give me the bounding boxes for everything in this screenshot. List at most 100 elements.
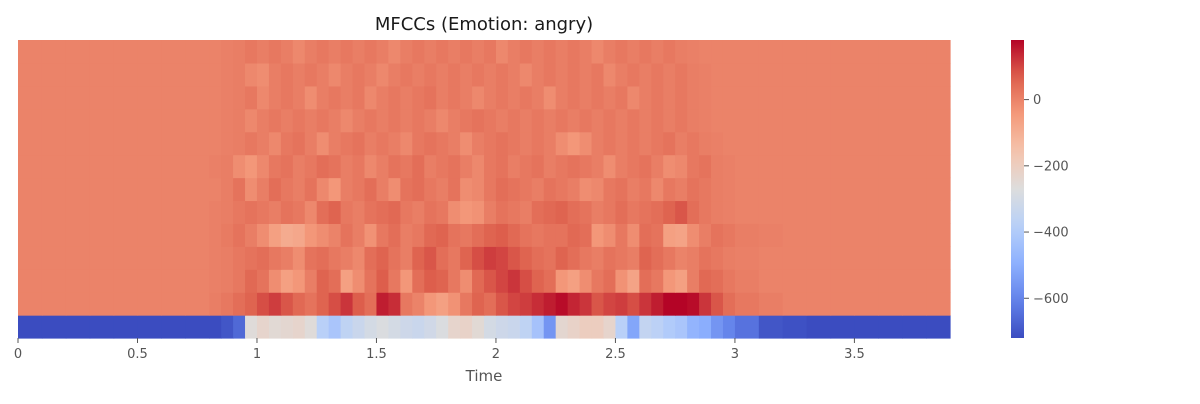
heatmap-cell <box>472 292 485 316</box>
heatmap-cell <box>340 200 354 224</box>
heatmap-cell <box>221 246 234 270</box>
heatmap-cell <box>352 269 366 293</box>
heatmap-cell <box>388 131 401 156</box>
heatmap-cell <box>675 292 688 316</box>
heatmap-cell <box>65 269 91 293</box>
heatmap-cell <box>543 108 557 133</box>
heatmap-cell <box>185 223 210 247</box>
heatmap-cell <box>412 62 425 87</box>
heatmap-cell <box>555 269 569 293</box>
heatmap-cell <box>376 292 390 316</box>
heatmap-cell <box>113 269 139 293</box>
heatmap-cell <box>722 246 736 270</box>
heatmap-cell <box>543 154 557 179</box>
heatmap-cell <box>711 62 724 87</box>
heatmap-cell <box>268 223 282 247</box>
heatmap-cell <box>758 246 784 270</box>
heatmap-cell <box>400 131 413 156</box>
heatmap-cell <box>280 200 294 224</box>
heatmap-cell <box>460 62 473 87</box>
heatmap-cell <box>567 62 581 87</box>
x-tick-label: 0 <box>14 347 22 362</box>
heatmap-cell <box>484 108 497 133</box>
heatmap-cell <box>507 131 521 156</box>
heatmap-cell <box>388 62 401 87</box>
heatmap-cell <box>699 62 712 87</box>
heatmap-cell <box>316 131 330 156</box>
heatmap-cell <box>495 154 509 179</box>
heatmap-cell <box>878 108 903 133</box>
heatmap-cell <box>531 200 545 224</box>
heatmap-cell <box>830 200 856 224</box>
heatmap-cell <box>531 223 545 247</box>
heatmap-cell <box>352 246 366 270</box>
heatmap-cell <box>555 200 569 224</box>
heatmap-cell <box>460 40 473 64</box>
heatmap-cell <box>460 154 473 179</box>
heatmap-cell <box>902 62 927 87</box>
heatmap-cell <box>531 131 545 156</box>
heatmap-cell <box>209 315 222 339</box>
heatmap-cell <box>161 200 186 224</box>
heatmap-cell <box>316 246 330 270</box>
heatmap-cell <box>758 292 784 316</box>
heatmap-cell <box>543 40 557 64</box>
heatmap-cell <box>161 40 186 64</box>
heatmap-cell <box>651 40 664 64</box>
heatmap-cell <box>41 269 67 293</box>
heatmap-cell <box>400 62 413 87</box>
heatmap-cell <box>758 154 784 179</box>
colorbar-tick-label: 0 <box>1033 93 1041 108</box>
heatmap-cell <box>495 246 509 270</box>
heatmap-cell <box>472 108 485 133</box>
heatmap-cell <box>316 154 330 179</box>
heatmap-cell <box>806 246 832 270</box>
heatmap-cell <box>711 40 724 64</box>
heatmap-cell <box>256 154 270 179</box>
heatmap-cell <box>41 108 67 133</box>
heatmap-cell <box>185 131 210 156</box>
heatmap-cell <box>782 85 808 110</box>
heatmap-cell <box>41 40 67 64</box>
heatmap-cell <box>412 154 425 179</box>
heatmap-cell <box>591 40 605 64</box>
heatmap-cell <box>615 108 628 133</box>
heatmap-cell <box>161 154 186 179</box>
heatmap-cell <box>460 315 473 339</box>
heatmap-cell <box>424 246 437 270</box>
heatmap-cell <box>137 177 162 202</box>
heatmap-cell <box>280 292 294 316</box>
heatmap-cell <box>376 131 390 156</box>
heatmap-cell <box>364 131 378 156</box>
heatmap-cell <box>854 315 879 339</box>
heatmap-cell <box>352 177 366 202</box>
heatmap-cell <box>280 269 294 293</box>
heatmap-cell <box>472 62 485 87</box>
heatmap-cell <box>472 315 485 339</box>
heatmap-cell <box>412 292 425 316</box>
heatmap-cell <box>340 154 354 179</box>
heatmap-cell <box>352 154 366 179</box>
heatmap-cell <box>400 315 413 339</box>
heatmap-cell <box>591 154 605 179</box>
heatmap-cell <box>734 177 760 202</box>
heatmap-cell <box>567 269 581 293</box>
heatmap-cell <box>137 315 162 339</box>
heatmap-cell <box>424 177 437 202</box>
heatmap-cell <box>651 200 664 224</box>
heatmap-cell <box>221 177 234 202</box>
x-tick-label: 3.5 <box>844 347 865 362</box>
heatmap-cell <box>603 223 617 247</box>
heatmap-cell <box>651 108 664 133</box>
heatmap-cell <box>388 154 401 179</box>
heatmap-cell <box>495 108 509 133</box>
heatmap-cell <box>316 177 330 202</box>
heatmap-cell <box>472 200 485 224</box>
heatmap-cell <box>734 62 760 87</box>
heatmap-cell <box>734 246 760 270</box>
heatmap-cell <box>926 269 951 293</box>
heatmap-cell <box>627 177 640 202</box>
heatmap-cell <box>782 246 808 270</box>
heatmap-cell <box>579 62 593 87</box>
